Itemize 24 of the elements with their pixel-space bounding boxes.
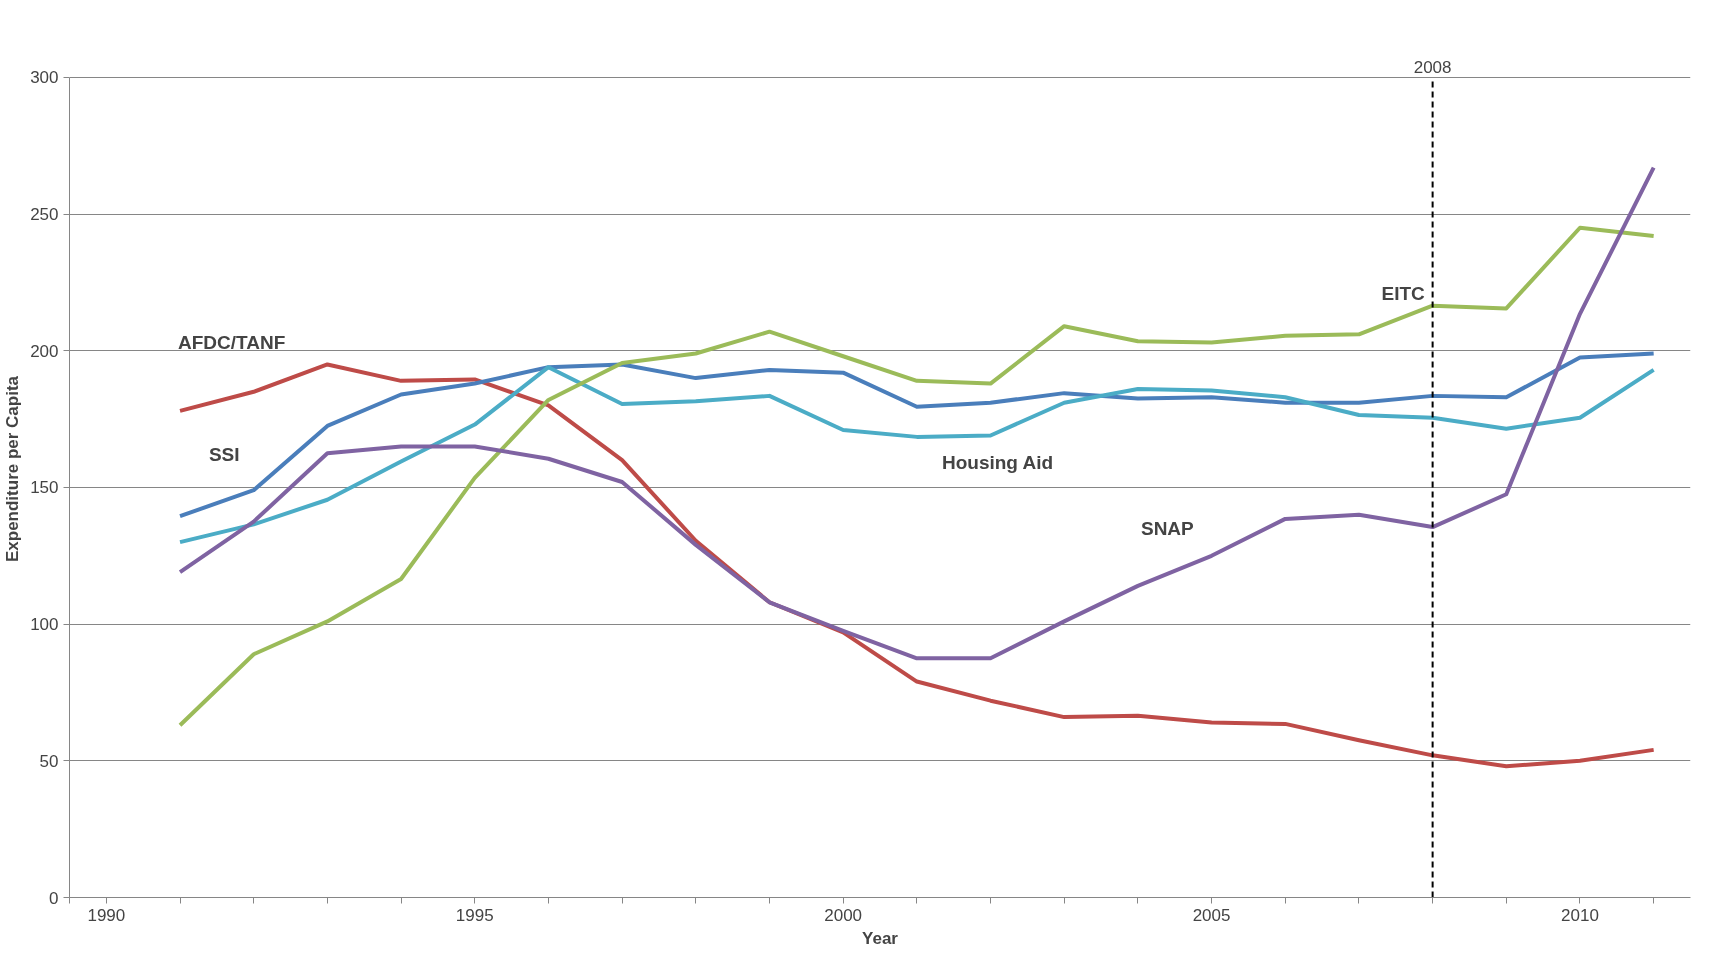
line-series <box>178 365 1656 545</box>
line-series <box>178 165 1656 661</box>
y-tick-label: 250 <box>30 205 59 225</box>
series-label: SNAP <box>1140 517 1195 539</box>
series-label: AFDC/TANF <box>177 332 286 354</box>
x-tick-label: 1995 <box>455 905 494 925</box>
y-tick-label: 50 <box>39 751 59 771</box>
y-tick-label: 200 <box>30 341 59 361</box>
line-series <box>178 351 1656 519</box>
x-tick-label: 2010 <box>1561 905 1599 925</box>
x-tick-label: 1990 <box>87 905 126 925</box>
x-axis-title: Year <box>862 928 899 948</box>
x-tick-label: 2005 <box>1192 905 1231 925</box>
y-tick-label: 0 <box>49 888 59 908</box>
series-label: Housing Aid <box>941 452 1054 474</box>
y-tick-label: 100 <box>30 615 59 635</box>
y-tick-label: 300 <box>30 68 59 88</box>
y-axis-title: Expenditure per Capita <box>3 375 23 563</box>
y-tick-label: 150 <box>30 478 59 498</box>
ref-line-label: 2008 <box>1413 58 1452 78</box>
series-label: EITC <box>1381 282 1426 304</box>
series-label: SSI <box>208 444 240 466</box>
x-tick-label: 2000 <box>824 905 863 925</box>
line-series <box>178 225 1656 728</box>
